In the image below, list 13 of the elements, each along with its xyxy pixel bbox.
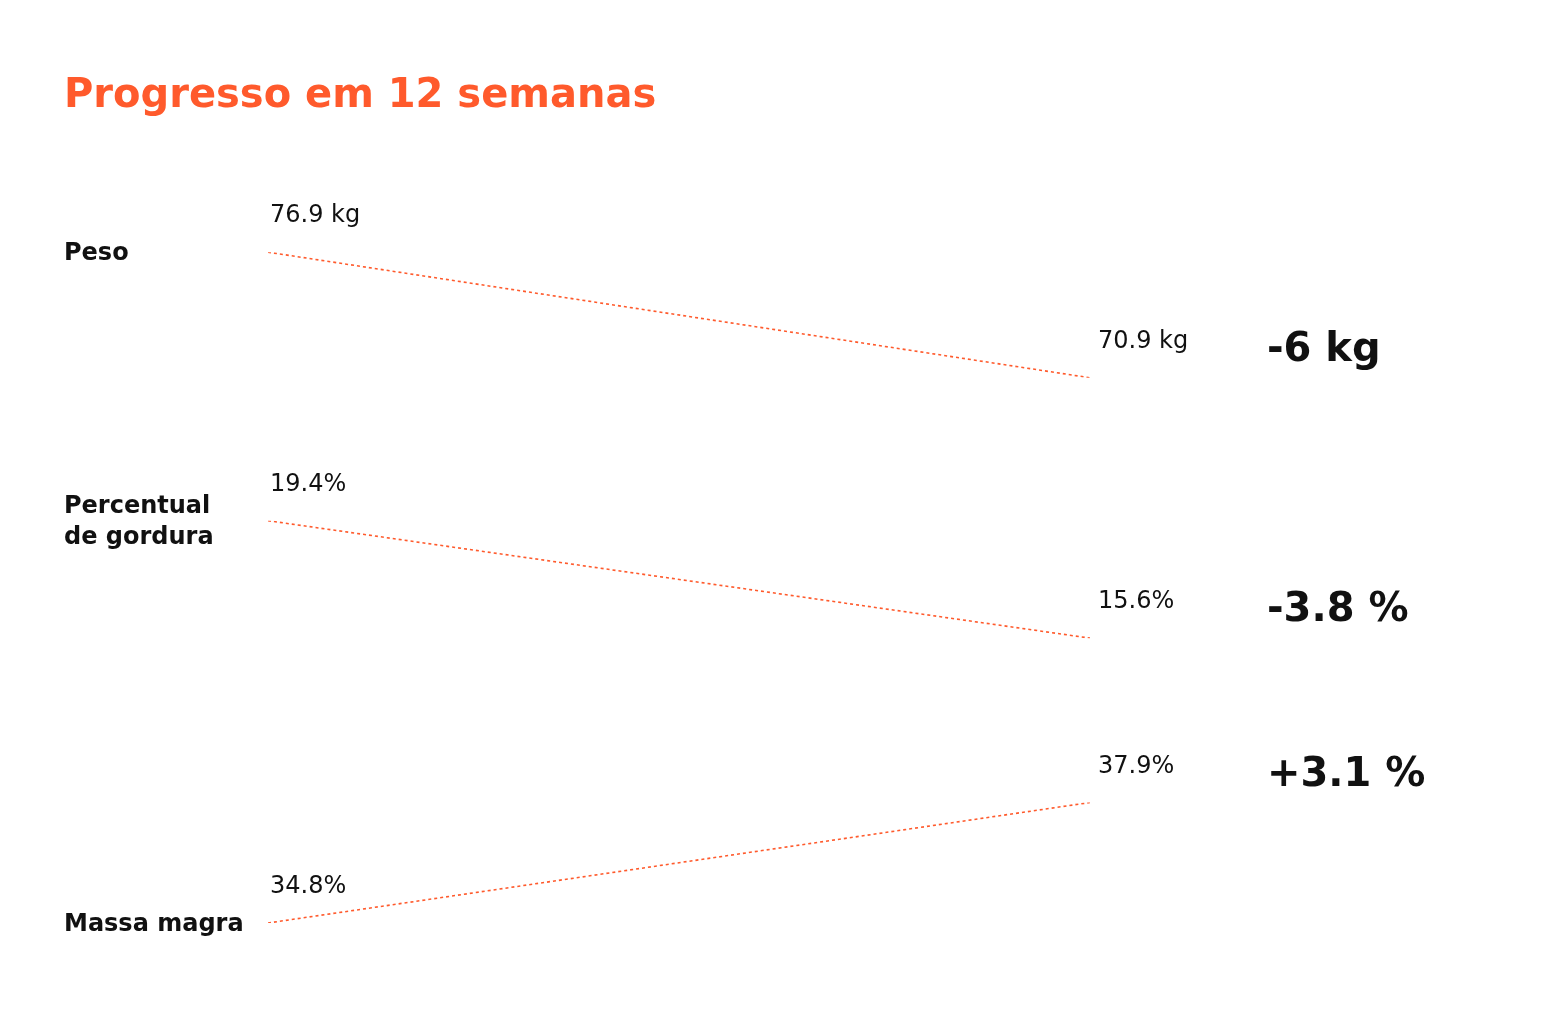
chart-title: Progresso em 12 semanas bbox=[64, 70, 657, 116]
annotation: -3.8 % bbox=[1267, 584, 1409, 630]
data-label: 34.8% bbox=[270, 871, 347, 899]
y-axis-title: Percentual de gordura bbox=[64, 491, 214, 551]
y-axis-title: Massa magra bbox=[64, 909, 244, 937]
text: +3.1 % bbox=[1267, 749, 1426, 795]
annotation: -6 kg bbox=[1267, 324, 1381, 370]
data-label: 19.4% bbox=[270, 469, 347, 497]
y-axis-title: Peso bbox=[64, 238, 129, 266]
data-label: 70.9 kg bbox=[1098, 326, 1189, 354]
data-label: 37.9% bbox=[1098, 751, 1175, 779]
data-label: 76.9 kg bbox=[270, 200, 361, 228]
data-label: 15.6% bbox=[1098, 586, 1175, 614]
